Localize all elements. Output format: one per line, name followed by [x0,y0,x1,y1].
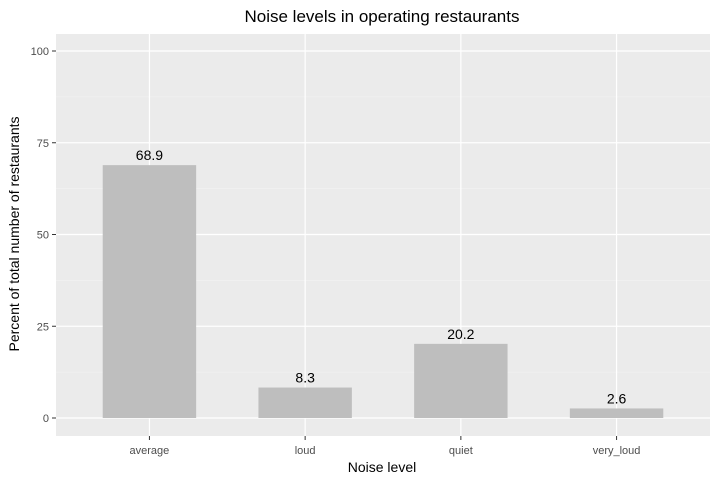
y-tick-label: 75 [37,138,49,150]
data-label-quiet: 20.2 [447,326,474,342]
x-tick-label-loud: loud [295,445,316,457]
x-tick-label-average: average [130,445,170,457]
bars [102,165,664,418]
data-labels: 68.9 8.3 20.2 2.6 [136,147,627,406]
y-tick-label: 50 [37,230,49,242]
bar-very_loud [569,408,664,418]
data-label-very_loud: 2.6 [607,390,627,406]
y-tick-label: 25 [37,321,49,333]
bar-average [102,165,197,418]
data-label-average: 68.9 [136,147,163,163]
x-tick-label-very_loud: very_loud [593,445,641,457]
bar-quiet [414,343,508,418]
x-axis-title: Noise level [348,459,416,475]
y-tick-label: 0 [43,413,49,425]
data-label-loud: 8.3 [295,370,315,386]
x-axis: average loud quiet very_loud [130,436,641,457]
x-tick-label-quiet: quiet [449,445,473,457]
y-axis-title: Percent of total number of restaurants [6,116,22,351]
y-axis: 0 25 50 75 100 [31,46,56,425]
bar-loud [258,387,352,418]
y-tick-label: 100 [31,46,49,58]
chart-title: Noise levels in operating restaurants [245,7,520,26]
